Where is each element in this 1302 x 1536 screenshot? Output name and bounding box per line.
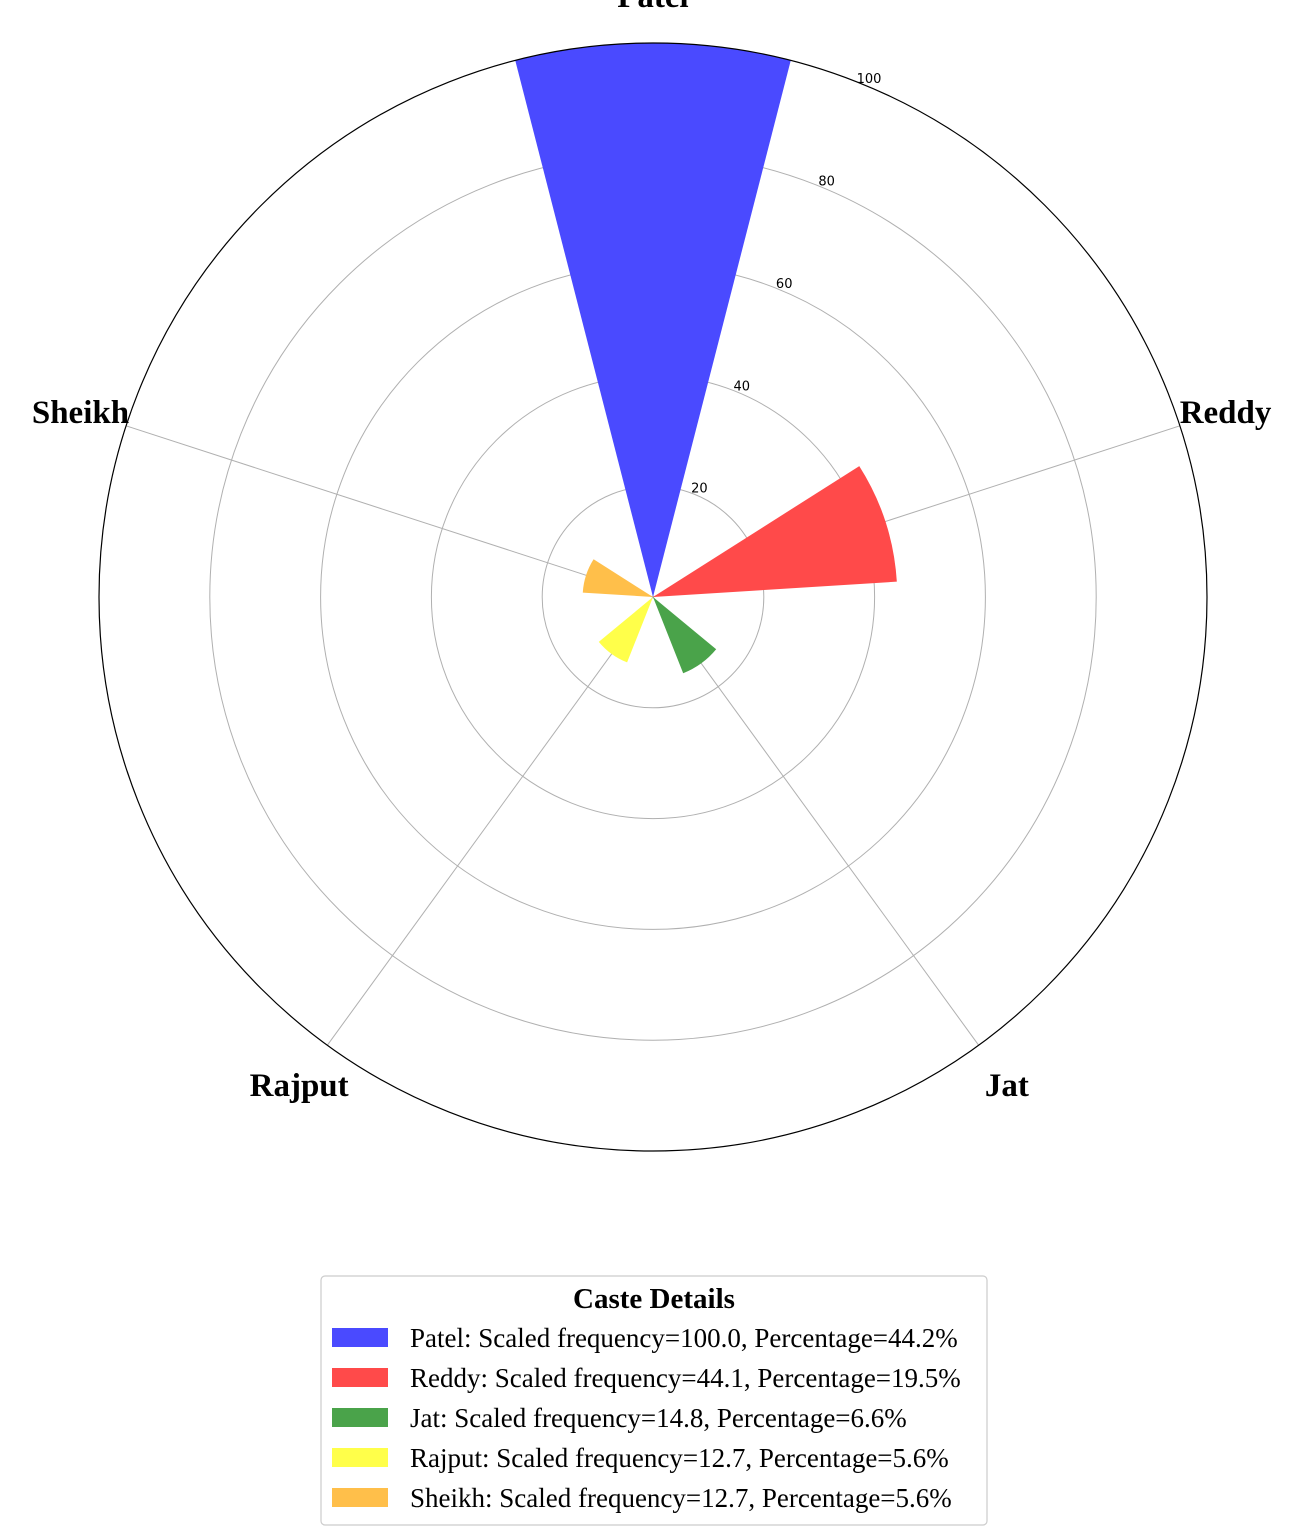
legend-swatch-rajput [332,1448,388,1467]
legend-title: Caste Details [573,1283,735,1315]
r-tick-60: 60 [776,277,793,292]
legend-swatch-sheikh [332,1488,388,1507]
bars [515,42,897,674]
grid-spoke-sheikh [125,425,654,598]
legend-frame [320,1275,988,1526]
legend-entries: Patel: Scaled frequency=100.0, Percentag… [332,1323,961,1513]
legend-label-reddy: Reddy: Scaled frequency=44.1, Percentage… [410,1363,961,1393]
polar-frame [98,42,1208,1152]
r-tick-100: 100 [857,72,882,87]
bar-sheikh [582,559,653,597]
bar-reddy [653,466,897,597]
bar-rajput [598,597,653,663]
legend-label-rajput: Rajput: Scaled frequency=12.7, Percentag… [410,1443,949,1473]
legend-label-patel: Patel: Scaled frequency=100.0, Percentag… [410,1323,958,1353]
category-label-patel: Patel [617,0,688,15]
category-label-reddy: Reddy [1180,395,1272,431]
category-label-rajput: Rajput [250,1068,349,1104]
legend-label-jat: Jat: Scaled frequency=14.8, Percentage=6… [410,1403,907,1433]
r-tick-40: 40 [734,379,751,394]
r-tick-80: 80 [818,175,835,190]
radial-tick-labels: 20 40 60 80 100 [691,72,881,496]
bar-jat [653,597,717,674]
grid-spoke-jat [652,596,980,1046]
legend-swatch-patel [332,1328,388,1347]
legend-swatch-reddy [332,1368,388,1387]
category-labels: Patel Reddy Jat Rajput Sheikh [32,0,1272,1104]
legend-label-sheikh: Sheikh: Scaled frequency=12.7, Percentag… [410,1483,952,1513]
r-tick-20: 20 [691,482,708,497]
grid-spoke-rajput [326,596,654,1046]
legend: Caste Details Patel: Scaled frequency=10… [320,1275,988,1526]
bar-patel [515,42,791,597]
category-label-sheikh: Sheikh [32,395,129,431]
legend-swatch-jat [332,1408,388,1427]
category-label-jat: Jat [985,1068,1029,1104]
